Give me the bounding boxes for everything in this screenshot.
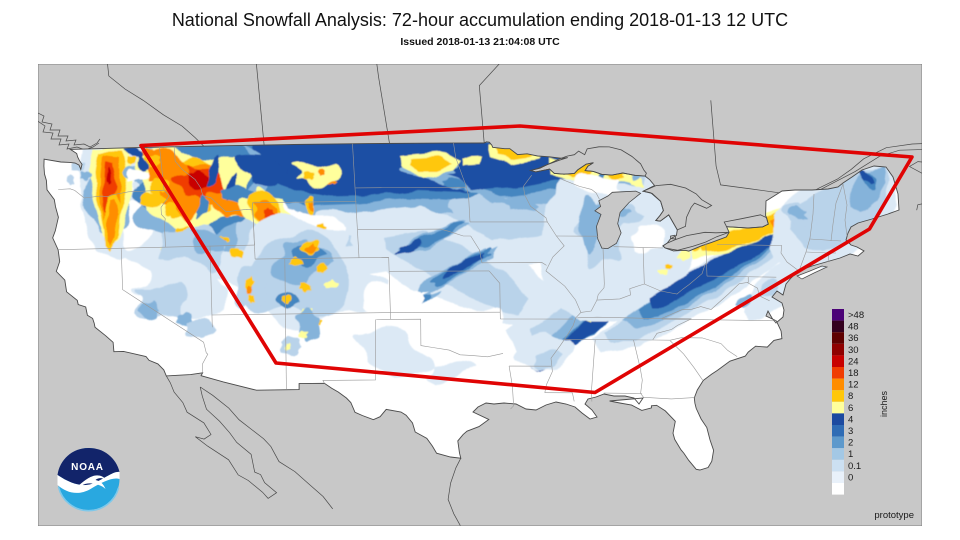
svg-text:24: 24 [848, 356, 859, 367]
svg-text:inches: inches [879, 390, 889, 417]
svg-text:0: 0 [848, 472, 853, 483]
svg-text:8: 8 [848, 391, 853, 402]
svg-text:NOAA: NOAA [71, 462, 104, 473]
svg-text:30: 30 [848, 345, 859, 356]
svg-text:>48: >48 [848, 310, 864, 321]
svg-text:0.1: 0.1 [848, 461, 861, 472]
svg-text:1: 1 [848, 449, 853, 460]
svg-text:18: 18 [848, 368, 859, 379]
svg-text:4: 4 [848, 414, 853, 425]
svg-text:3: 3 [848, 426, 853, 437]
svg-text:48: 48 [848, 322, 859, 333]
svg-text:prototype: prototype [874, 510, 914, 521]
svg-text:36: 36 [848, 333, 859, 344]
svg-text:12: 12 [848, 380, 859, 391]
svg-text:6: 6 [848, 403, 853, 414]
svg-text:2: 2 [848, 438, 853, 449]
